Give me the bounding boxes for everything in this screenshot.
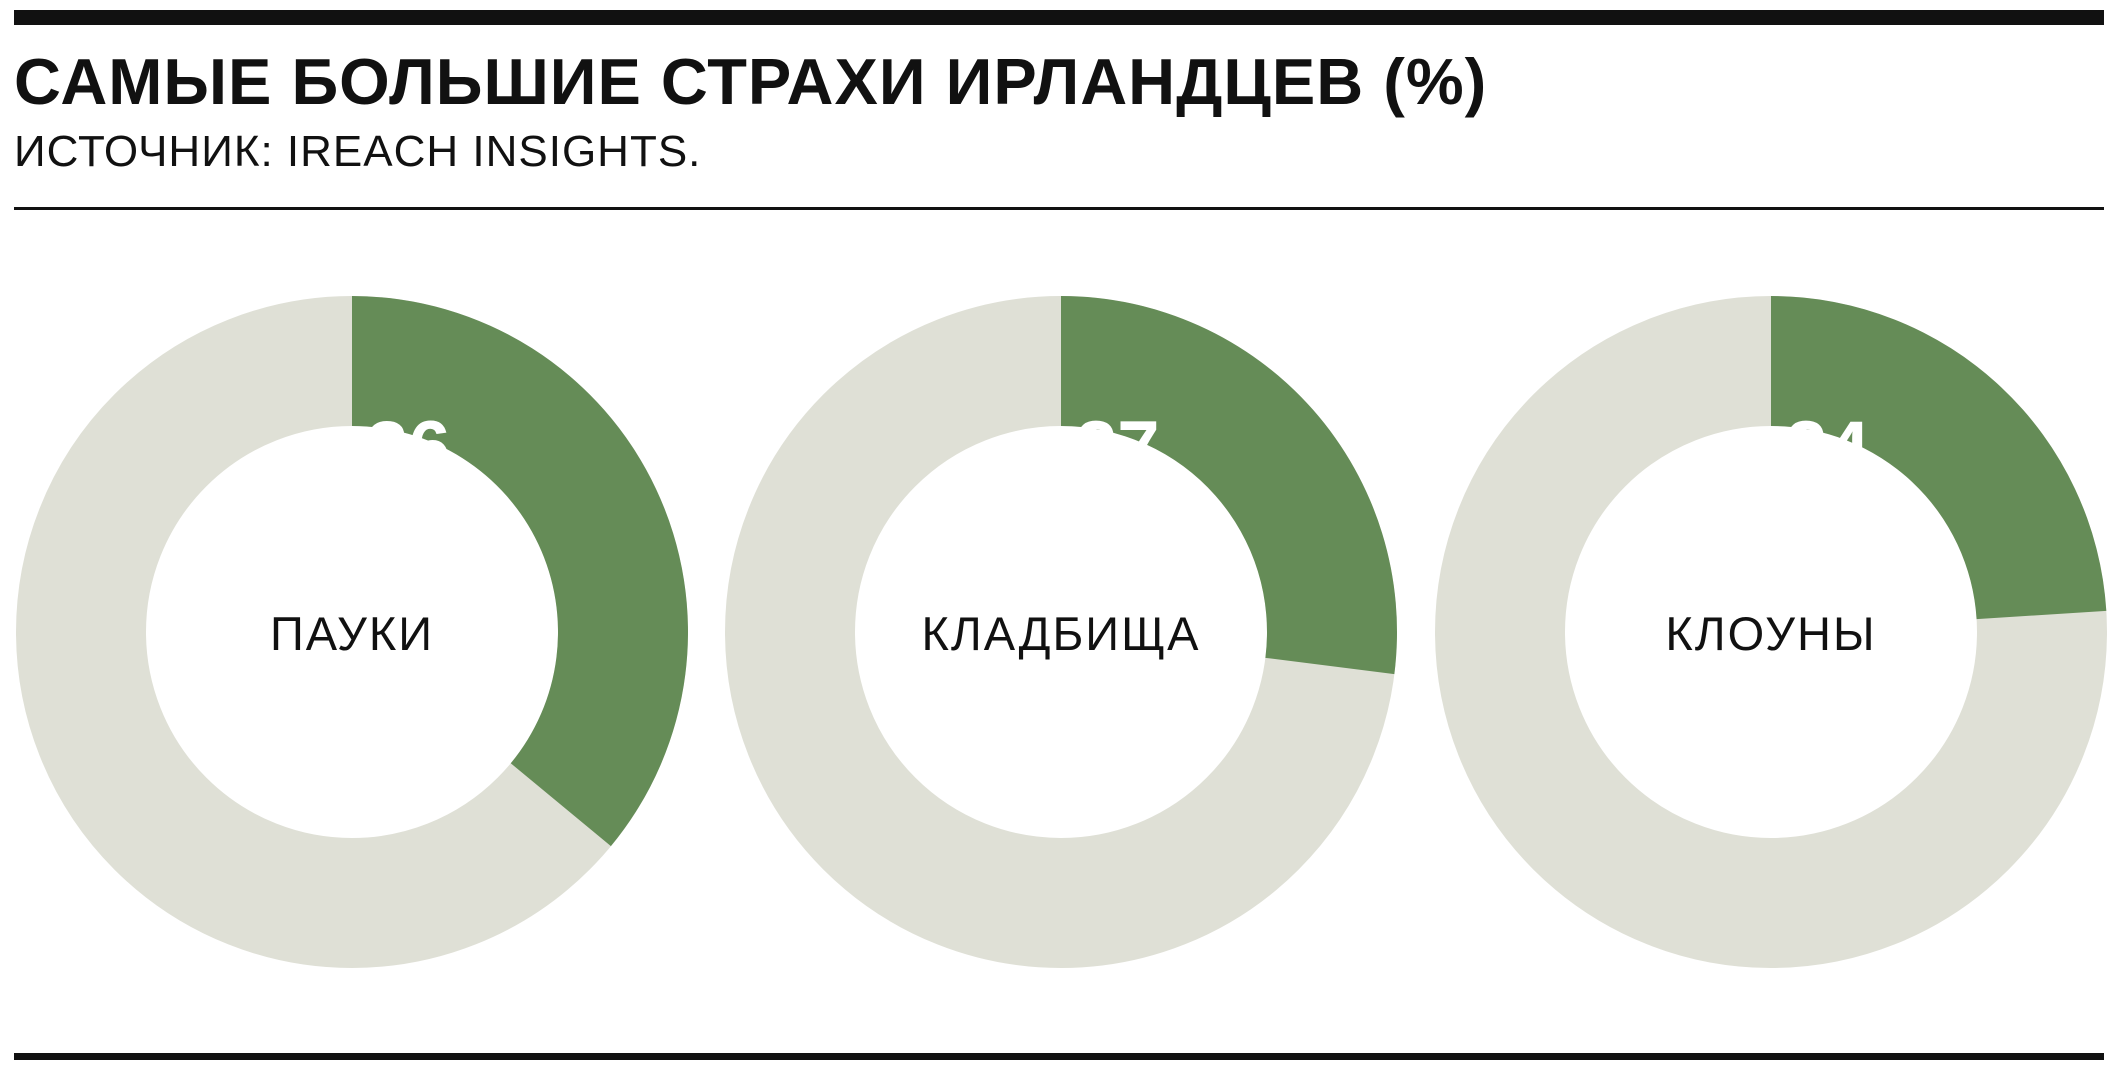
value-label: 36 <box>366 406 451 491</box>
donut-value-slice <box>1771 296 2107 620</box>
chart-title: САМЫЕ БОЛЬШИЕ СТРАХИ ИРЛАНДЦЕВ (%) <box>14 45 1488 118</box>
bottom-rule <box>14 1053 2104 1060</box>
donut-chart: 36 ПАУКИ <box>16 296 688 968</box>
top-rule <box>14 10 2104 25</box>
category-label: ПАУКИ <box>270 607 434 660</box>
donut-value-slice <box>1061 296 1397 675</box>
chart-source: ИСТОЧНИК: IREACH INSIGHTS. <box>14 127 702 176</box>
donut-chart: 24 КЛОУНЫ <box>1435 296 2107 968</box>
donut-charts-svg: 36 ПАУКИ 27 КЛАДБИЩА 24 КЛОУНЫ <box>16 296 2107 968</box>
header-divider <box>14 207 2104 210</box>
donut-charts: 36 ПАУКИ 27 КЛАДБИЩА 24 КЛОУНЫ <box>0 250 2118 1000</box>
donut-chart: 27 КЛАДБИЩА <box>725 296 1397 968</box>
value-label: 27 <box>1075 406 1160 491</box>
value-label: 24 <box>1785 406 1870 491</box>
donut-value-slice <box>352 296 688 847</box>
category-label: КЛАДБИЩА <box>922 607 1201 660</box>
category-label: КЛОУНЫ <box>1665 607 1876 660</box>
